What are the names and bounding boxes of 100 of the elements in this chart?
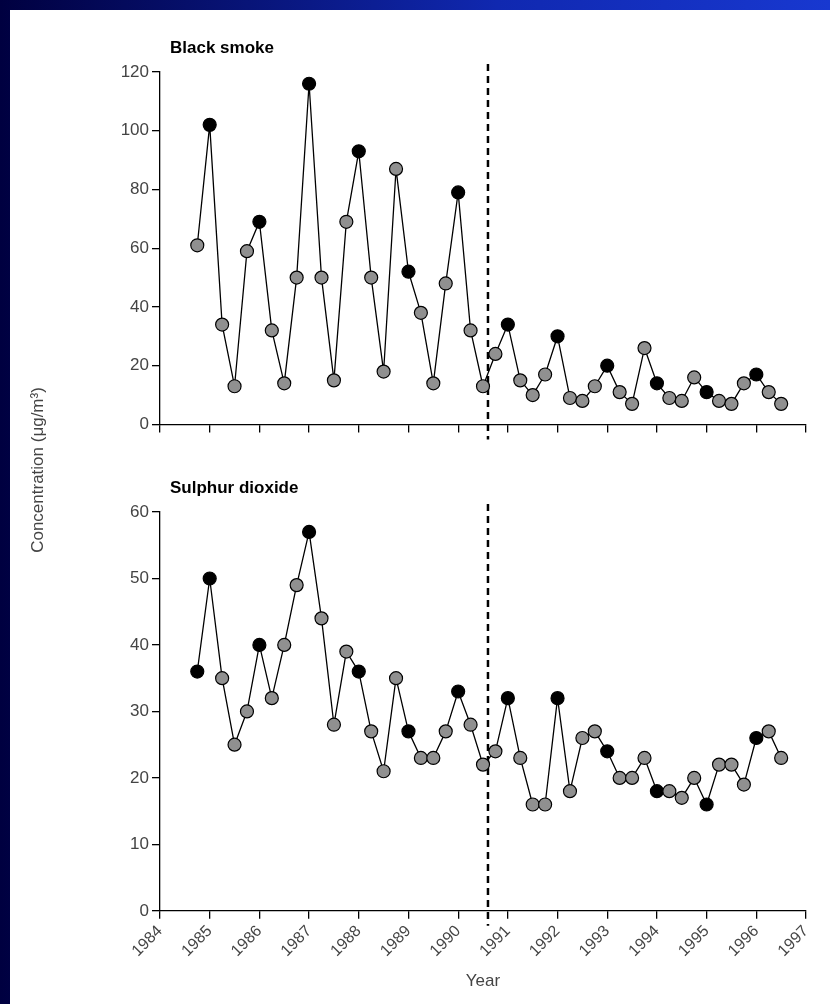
point: [699, 797, 714, 812]
point: [538, 367, 553, 382]
point: [774, 750, 789, 766]
chart-title: Sulphur dioxide: [170, 477, 299, 497]
point: [674, 790, 689, 805]
point: [227, 379, 242, 394]
point: [575, 730, 590, 746]
point: [227, 737, 242, 752]
point: [761, 385, 776, 400]
point: [488, 346, 503, 362]
y-tick-label: 20: [130, 767, 149, 787]
point: [351, 144, 366, 159]
y-axis-title: Concentration (μg/m³): [28, 387, 48, 553]
y-tick-label: 20: [130, 355, 149, 375]
point: [649, 784, 665, 799]
point: [426, 376, 441, 391]
point: [724, 757, 739, 772]
point: [264, 691, 279, 706]
point: [637, 750, 652, 766]
point: [538, 797, 553, 812]
point: [550, 691, 565, 706]
point: [314, 611, 329, 626]
point: [699, 385, 714, 400]
point: [525, 797, 540, 812]
point: [525, 387, 540, 403]
point: [600, 358, 615, 373]
point: [376, 764, 391, 779]
point: [687, 370, 702, 385]
point: [202, 571, 217, 586]
point: [488, 744, 503, 759]
point: [562, 784, 578, 799]
point: [239, 244, 255, 259]
point: [289, 578, 304, 593]
point: [500, 317, 515, 332]
point: [637, 340, 652, 356]
point: [364, 724, 379, 739]
point: [761, 724, 776, 739]
point: [351, 664, 366, 679]
point: [451, 185, 466, 200]
point: [301, 524, 317, 540]
point: [550, 329, 565, 344]
point: [562, 390, 578, 406]
y-tick-label: 40: [130, 634, 149, 654]
point: [749, 730, 764, 746]
point: [401, 264, 416, 279]
point: [277, 637, 292, 653]
y-tick-label: 30: [130, 701, 149, 721]
point: [724, 396, 739, 411]
y-tick-label: 50: [130, 568, 149, 588]
point: [774, 396, 789, 411]
point: [426, 750, 441, 766]
point: [624, 396, 640, 411]
point: [736, 777, 751, 792]
point: [326, 373, 342, 388]
y-tick-label: 60: [130, 501, 149, 521]
point: [662, 390, 677, 406]
point: [339, 214, 354, 229]
point: [612, 770, 627, 785]
point: [749, 367, 764, 382]
point: [575, 393, 590, 409]
point: [190, 664, 205, 679]
point: [215, 671, 230, 686]
point: [301, 76, 317, 91]
point: [339, 644, 354, 659]
point: [711, 393, 727, 409]
y-tick-label: 120: [120, 61, 149, 81]
point: [463, 717, 478, 732]
point: [475, 379, 491, 394]
point: [401, 724, 416, 739]
y-tick-label: 100: [120, 120, 149, 140]
point: [388, 671, 404, 686]
point: [438, 724, 453, 739]
point: [277, 376, 292, 391]
point: [513, 750, 528, 766]
point: [364, 270, 379, 285]
point: [239, 704, 255, 719]
point: [612, 385, 627, 400]
point: [711, 757, 727, 772]
point: [736, 376, 751, 391]
point: [376, 364, 391, 379]
point: [587, 379, 602, 394]
point: [500, 691, 515, 706]
point: [587, 724, 602, 739]
y-tick-label: 10: [130, 834, 149, 854]
point: [513, 373, 528, 388]
point: [252, 214, 267, 229]
point: [326, 717, 342, 732]
point: [314, 270, 329, 285]
point: [475, 757, 491, 772]
point: [662, 784, 677, 799]
y-tick-label: 80: [130, 179, 149, 199]
point: [438, 276, 453, 291]
point: [451, 684, 466, 699]
point: [600, 744, 615, 759]
point: [649, 376, 665, 391]
point: [252, 637, 267, 653]
point: [215, 317, 230, 332]
y-tick-label: 0: [139, 414, 149, 434]
point: [624, 770, 640, 785]
point: [289, 270, 304, 285]
